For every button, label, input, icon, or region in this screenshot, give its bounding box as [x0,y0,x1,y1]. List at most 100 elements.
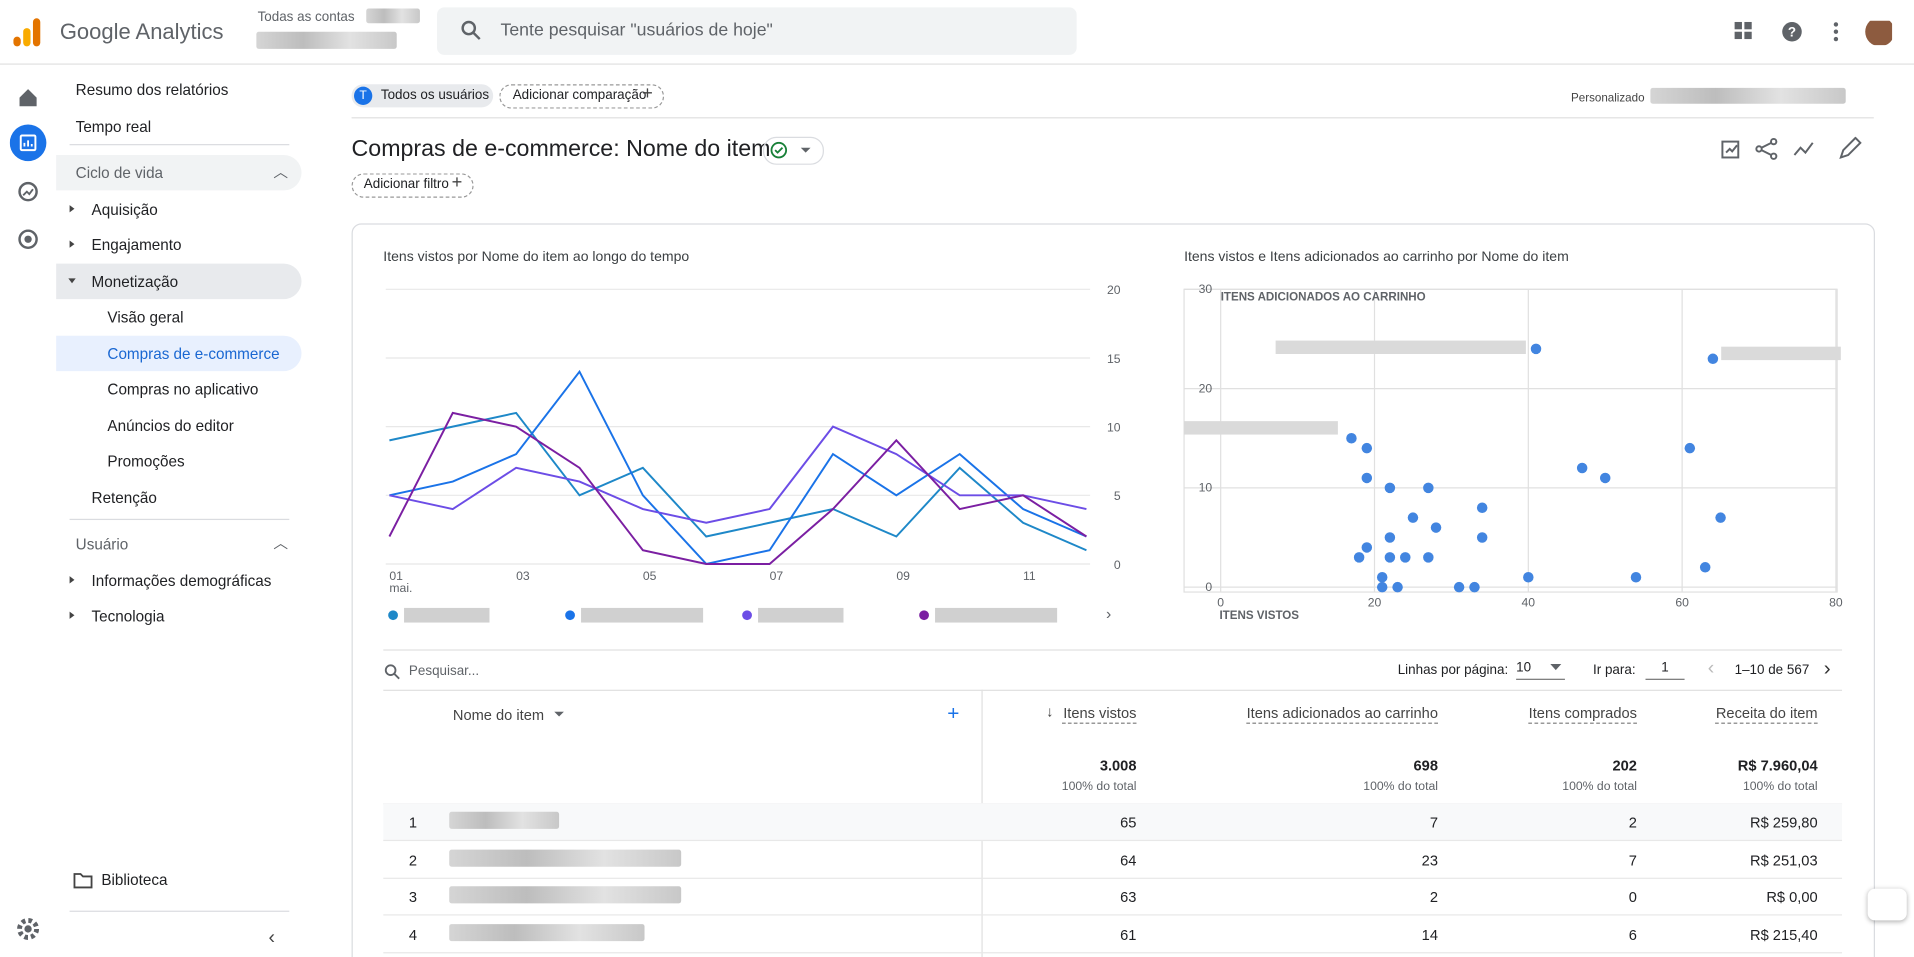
nav-item[interactable]: Anúncios do editor [107,417,234,435]
dropdown-arrow [554,711,564,717]
column-header[interactable]: Receita do item [1715,704,1818,722]
chart-title: Itens vistos por Nome do item ao longo d… [383,250,690,265]
point [1715,512,1726,523]
x-tick-label: 60 [1675,596,1689,610]
nav-item[interactable]: Aquisição [91,201,158,219]
breadcrumb[interactable]: Todas as contas [257,9,355,25]
point [1599,472,1611,484]
nav-item[interactable]: Engajamento [91,236,182,254]
cell: 61 [1120,925,1137,943]
add-dimension[interactable]: + [947,701,960,726]
add-filter[interactable] [351,173,474,198]
point [1384,552,1396,563]
cell: 23 [1421,851,1438,869]
next-page[interactable]: › [1823,656,1831,680]
nav-item[interactable]: Compras no aplicativo [107,380,259,398]
point [1361,442,1373,454]
add-comparison[interactable] [499,84,665,109]
y-tick-label: 10 [1199,481,1213,495]
point [1407,512,1419,523]
row-bg [383,878,1843,916]
prev-page[interactable]: ‹ [1707,657,1715,679]
table-search[interactable]: Pesquisar... [408,664,480,679]
total-value: 698 [1413,756,1438,774]
nav-section[interactable]: Ciclo de vida [75,164,164,182]
x-tick-label: 11 [1023,569,1036,583]
x-axis-label: ITENS VISTOS [1219,610,1299,622]
blurred-date-range[interactable] [1650,87,1846,104]
folder-icon [73,873,93,889]
add-comparison-label: Adicionar comparação [512,87,647,103]
nav-item[interactable]: Monetização [91,273,179,291]
status-icon [770,141,811,159]
nav-item[interactable]: Biblioteca [101,871,168,889]
x-tick-label: 80 [1829,596,1843,610]
settings-icon[interactable] [15,916,42,943]
column-header[interactable]: Itens comprados [1528,704,1637,722]
card [351,223,1875,957]
nav-item[interactable]: Resumo dos relatórios [75,81,229,99]
blurred-account [366,8,420,24]
point [1699,562,1711,573]
nav-item[interactable]: Visão geral [107,308,184,326]
nav-section[interactable]: Usuário [75,535,129,553]
point [1384,532,1396,543]
product-name: Google Analytics [59,19,224,44]
nav-item-selected[interactable]: Compras de e-commerce [107,345,280,363]
divider [69,910,290,912]
point [1423,552,1434,563]
report-actions[interactable] [1719,136,1865,161]
x-tick-label: 01 [389,569,403,583]
nav-item[interactable]: Tempo real [75,118,152,136]
segment-chip[interactable] [351,84,494,108]
feedback-button[interactable] [1867,888,1907,921]
rows-per-page-label: Linhas por página: [1397,662,1509,678]
add-filter-label: Adicionar filtro [363,177,449,192]
nav-item[interactable]: Tecnologia [91,607,165,625]
column-header[interactable]: Nome do item [452,706,545,724]
legend-swatch [919,610,929,621]
divider [383,649,1843,651]
search-box[interactable] [437,7,1077,55]
plot-frame [1183,288,1838,593]
y-tick-label: 10 [1107,421,1121,435]
nav-item[interactable]: Promoções [107,452,185,470]
rail-icons[interactable] [9,78,49,261]
nav-item[interactable]: Informações demográficas [91,572,272,590]
divider [69,518,290,521]
cell: 2 [1628,814,1637,832]
divider [383,689,1843,691]
divider [351,117,1874,119]
y-tick-label: 0 [1205,580,1212,594]
column-header[interactable]: Itens vistos [1063,704,1137,722]
column-header[interactable]: Itens adicionados ao carrinho [1246,704,1438,722]
chart-title: Itens vistos e Itens adicionados ao carr… [1184,250,1569,265]
date-mode[interactable]: Personalizado [1571,91,1645,105]
point [1346,432,1357,444]
point [1376,571,1388,583]
point [1361,472,1373,484]
sort-arrow: ↓ [1046,703,1054,721]
blurred-property[interactable] [256,31,397,49]
line-series [389,425,1087,524]
y-tick-label: 0 [1114,558,1121,572]
point [1707,353,1719,365]
header-icons[interactable]: ? [1733,20,1893,46]
chevron: ︿ [273,163,289,181]
total-note: 100% do total [1363,780,1438,794]
nav-item[interactable]: Retenção [91,489,157,507]
segment-avatar: T [354,86,373,105]
cell: R$ 259,80 [1750,814,1818,832]
legend-swatch [742,610,752,621]
collapse-button[interactable]: ‹ [268,927,276,949]
legend-swatch [565,610,575,621]
total-note: 100% do total [1742,780,1818,794]
goto-input[interactable]: 1 [1645,660,1685,680]
point [1376,581,1388,593]
rows-per-page[interactable]: 10 [1516,660,1565,680]
point [1392,581,1403,593]
status-chip[interactable] [762,136,824,165]
x-tick-label: 05 [643,569,657,583]
